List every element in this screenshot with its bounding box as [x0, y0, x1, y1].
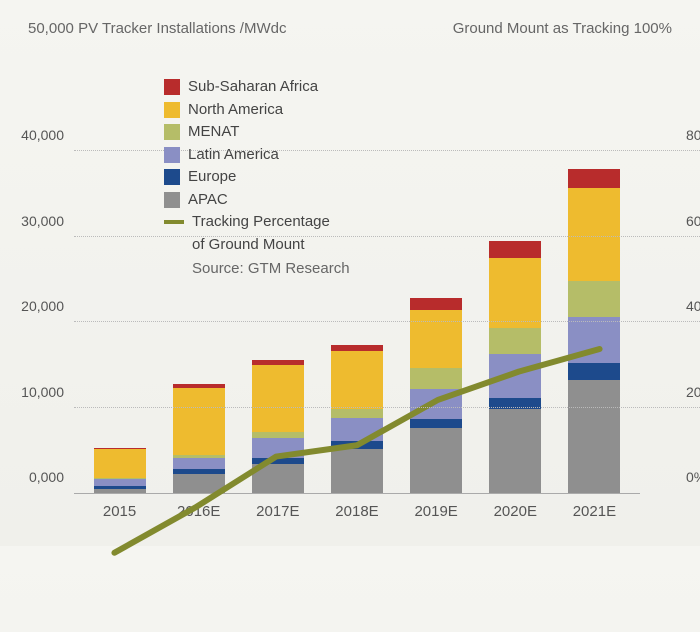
plot-area: 20152016E2017E2018E2019E2020E2021E 0,000…	[74, 66, 640, 494]
bar-segment-ssa	[489, 241, 541, 258]
legend-swatch	[164, 102, 180, 118]
y-left-tick-label: 10,000	[9, 384, 64, 400]
legend-item-line: Tracking Percentage	[164, 211, 350, 234]
x-tick-label: 2019E	[414, 503, 457, 520]
bar-stack: 2019E	[410, 298, 462, 493]
y-right-tick-label: 80%	[686, 127, 700, 143]
bar-segment-na	[568, 188, 620, 280]
legend-swatch	[164, 169, 180, 185]
bar-segment-latam	[173, 458, 225, 469]
bar-segment-latam	[252, 438, 304, 458]
legend-label: MENAT	[188, 121, 239, 144]
bar-segment-latam	[410, 389, 462, 420]
bar-segment-na	[410, 310, 462, 368]
bar-segment-apac	[173, 474, 225, 493]
legend-item-line-2: of Ground Mount	[164, 234, 350, 257]
bar-segment-menat	[410, 368, 462, 389]
bar-segment-latam	[489, 354, 541, 399]
bar-segment-na	[331, 351, 383, 409]
source-label: Source: GTM Research	[192, 258, 350, 281]
title-left-text: PV Tracker Installations /MWdc	[78, 20, 286, 37]
title-left: 50,000 PV Tracker Installations /MWdc	[28, 20, 286, 37]
bar-stack: 2021E	[568, 169, 620, 493]
legend-swatch	[164, 192, 180, 208]
bar-segment-na	[489, 258, 541, 328]
bar-segment-latam	[568, 317, 620, 363]
bar-segment-latam	[94, 479, 146, 486]
legend-label: Europe	[188, 166, 236, 189]
bar-segment-apac	[94, 489, 146, 493]
legend-swatch	[164, 124, 180, 140]
title-right-text: Ground Mount as Tracking	[453, 20, 630, 37]
chart-header: 50,000 PV Tracker Installations /MWdc Gr…	[28, 20, 672, 37]
bar-stack: 2015	[94, 448, 146, 493]
legend-label: North America	[188, 99, 283, 122]
bar-stack: 2016E	[173, 384, 225, 493]
legend-item-ssa: Sub-Saharan Africa	[164, 76, 350, 99]
bar-stack: 2018E	[331, 345, 383, 493]
legend-item-latam: Latin America	[164, 144, 350, 167]
y-right-tick-label: 60%	[686, 213, 700, 229]
bar-segment-europe	[331, 441, 383, 449]
x-tick-label: 2020E	[494, 503, 537, 520]
x-tick-label: 2015	[103, 503, 136, 520]
x-tick-label: 2018E	[335, 503, 378, 520]
bar-segment-apac	[252, 464, 304, 493]
y-right-top-tick: 100%	[634, 20, 672, 37]
bar-segment-na	[252, 365, 304, 432]
bar-stack: 2020E	[489, 241, 541, 493]
legend-label: APAC	[188, 189, 228, 212]
y-right-tick-label: 40%	[686, 298, 700, 314]
y-left-tick-label: 20,000	[9, 298, 64, 314]
legend-item-na: North America	[164, 99, 350, 122]
legend-label: Latin America	[188, 144, 279, 167]
gridline	[74, 407, 700, 408]
bar-segment-apac	[410, 428, 462, 493]
bar-segment-ssa	[568, 169, 620, 188]
bar-segment-na	[173, 388, 225, 455]
legend-swatch	[164, 147, 180, 163]
y-left-tick-label: 30,000	[9, 213, 64, 229]
y-left-tick-label: 40,000	[9, 127, 64, 143]
legend-label: of Ground Mount	[192, 234, 305, 257]
legend-item-europe: Europe	[164, 166, 350, 189]
legend-label: Sub-Saharan Africa	[188, 76, 318, 99]
bar-segment-na	[94, 449, 146, 478]
legend-swatch	[164, 79, 180, 95]
x-tick-label: 2016E	[177, 503, 220, 520]
y-right-tick-label: 0%	[686, 469, 700, 485]
x-tick-label: 2021E	[573, 503, 616, 520]
legend-item-apac: APAC	[164, 189, 350, 212]
bar-segment-ssa	[410, 298, 462, 310]
bar-segment-europe	[410, 419, 462, 428]
legend-label: Tracking Percentage	[192, 211, 330, 234]
bar-segment-europe	[568, 363, 620, 380]
y-left-tick-label: 0,000	[9, 469, 64, 485]
bar-stack: 2017E	[252, 360, 304, 494]
bar-segment-menat	[568, 281, 620, 317]
bar-segment-menat	[331, 409, 383, 418]
legend-swatch-line	[164, 220, 184, 224]
legend: Sub-Saharan AfricaNorth AmericaMENATLati…	[164, 76, 350, 281]
bar-segment-apac	[568, 380, 620, 493]
y-left-top-tick: 50,000	[28, 20, 74, 37]
y-right-tick-label: 20%	[686, 384, 700, 400]
bars-layer: 2015 2016E 2017E 2018E 2019E 2020E 2021E	[74, 66, 640, 493]
chart-container: 50,000 PV Tracker Installations /MWdc Gr…	[0, 0, 700, 546]
bar-segment-apac	[331, 449, 383, 494]
title-right: Ground Mount as Tracking 100%	[453, 20, 672, 37]
legend-item-menat: MENAT	[164, 121, 350, 144]
bar-segment-apac	[489, 409, 541, 493]
bar-segment-latam	[331, 418, 383, 441]
bar-segment-menat	[489, 328, 541, 354]
x-tick-label: 2017E	[256, 503, 299, 520]
gridline	[74, 321, 700, 322]
